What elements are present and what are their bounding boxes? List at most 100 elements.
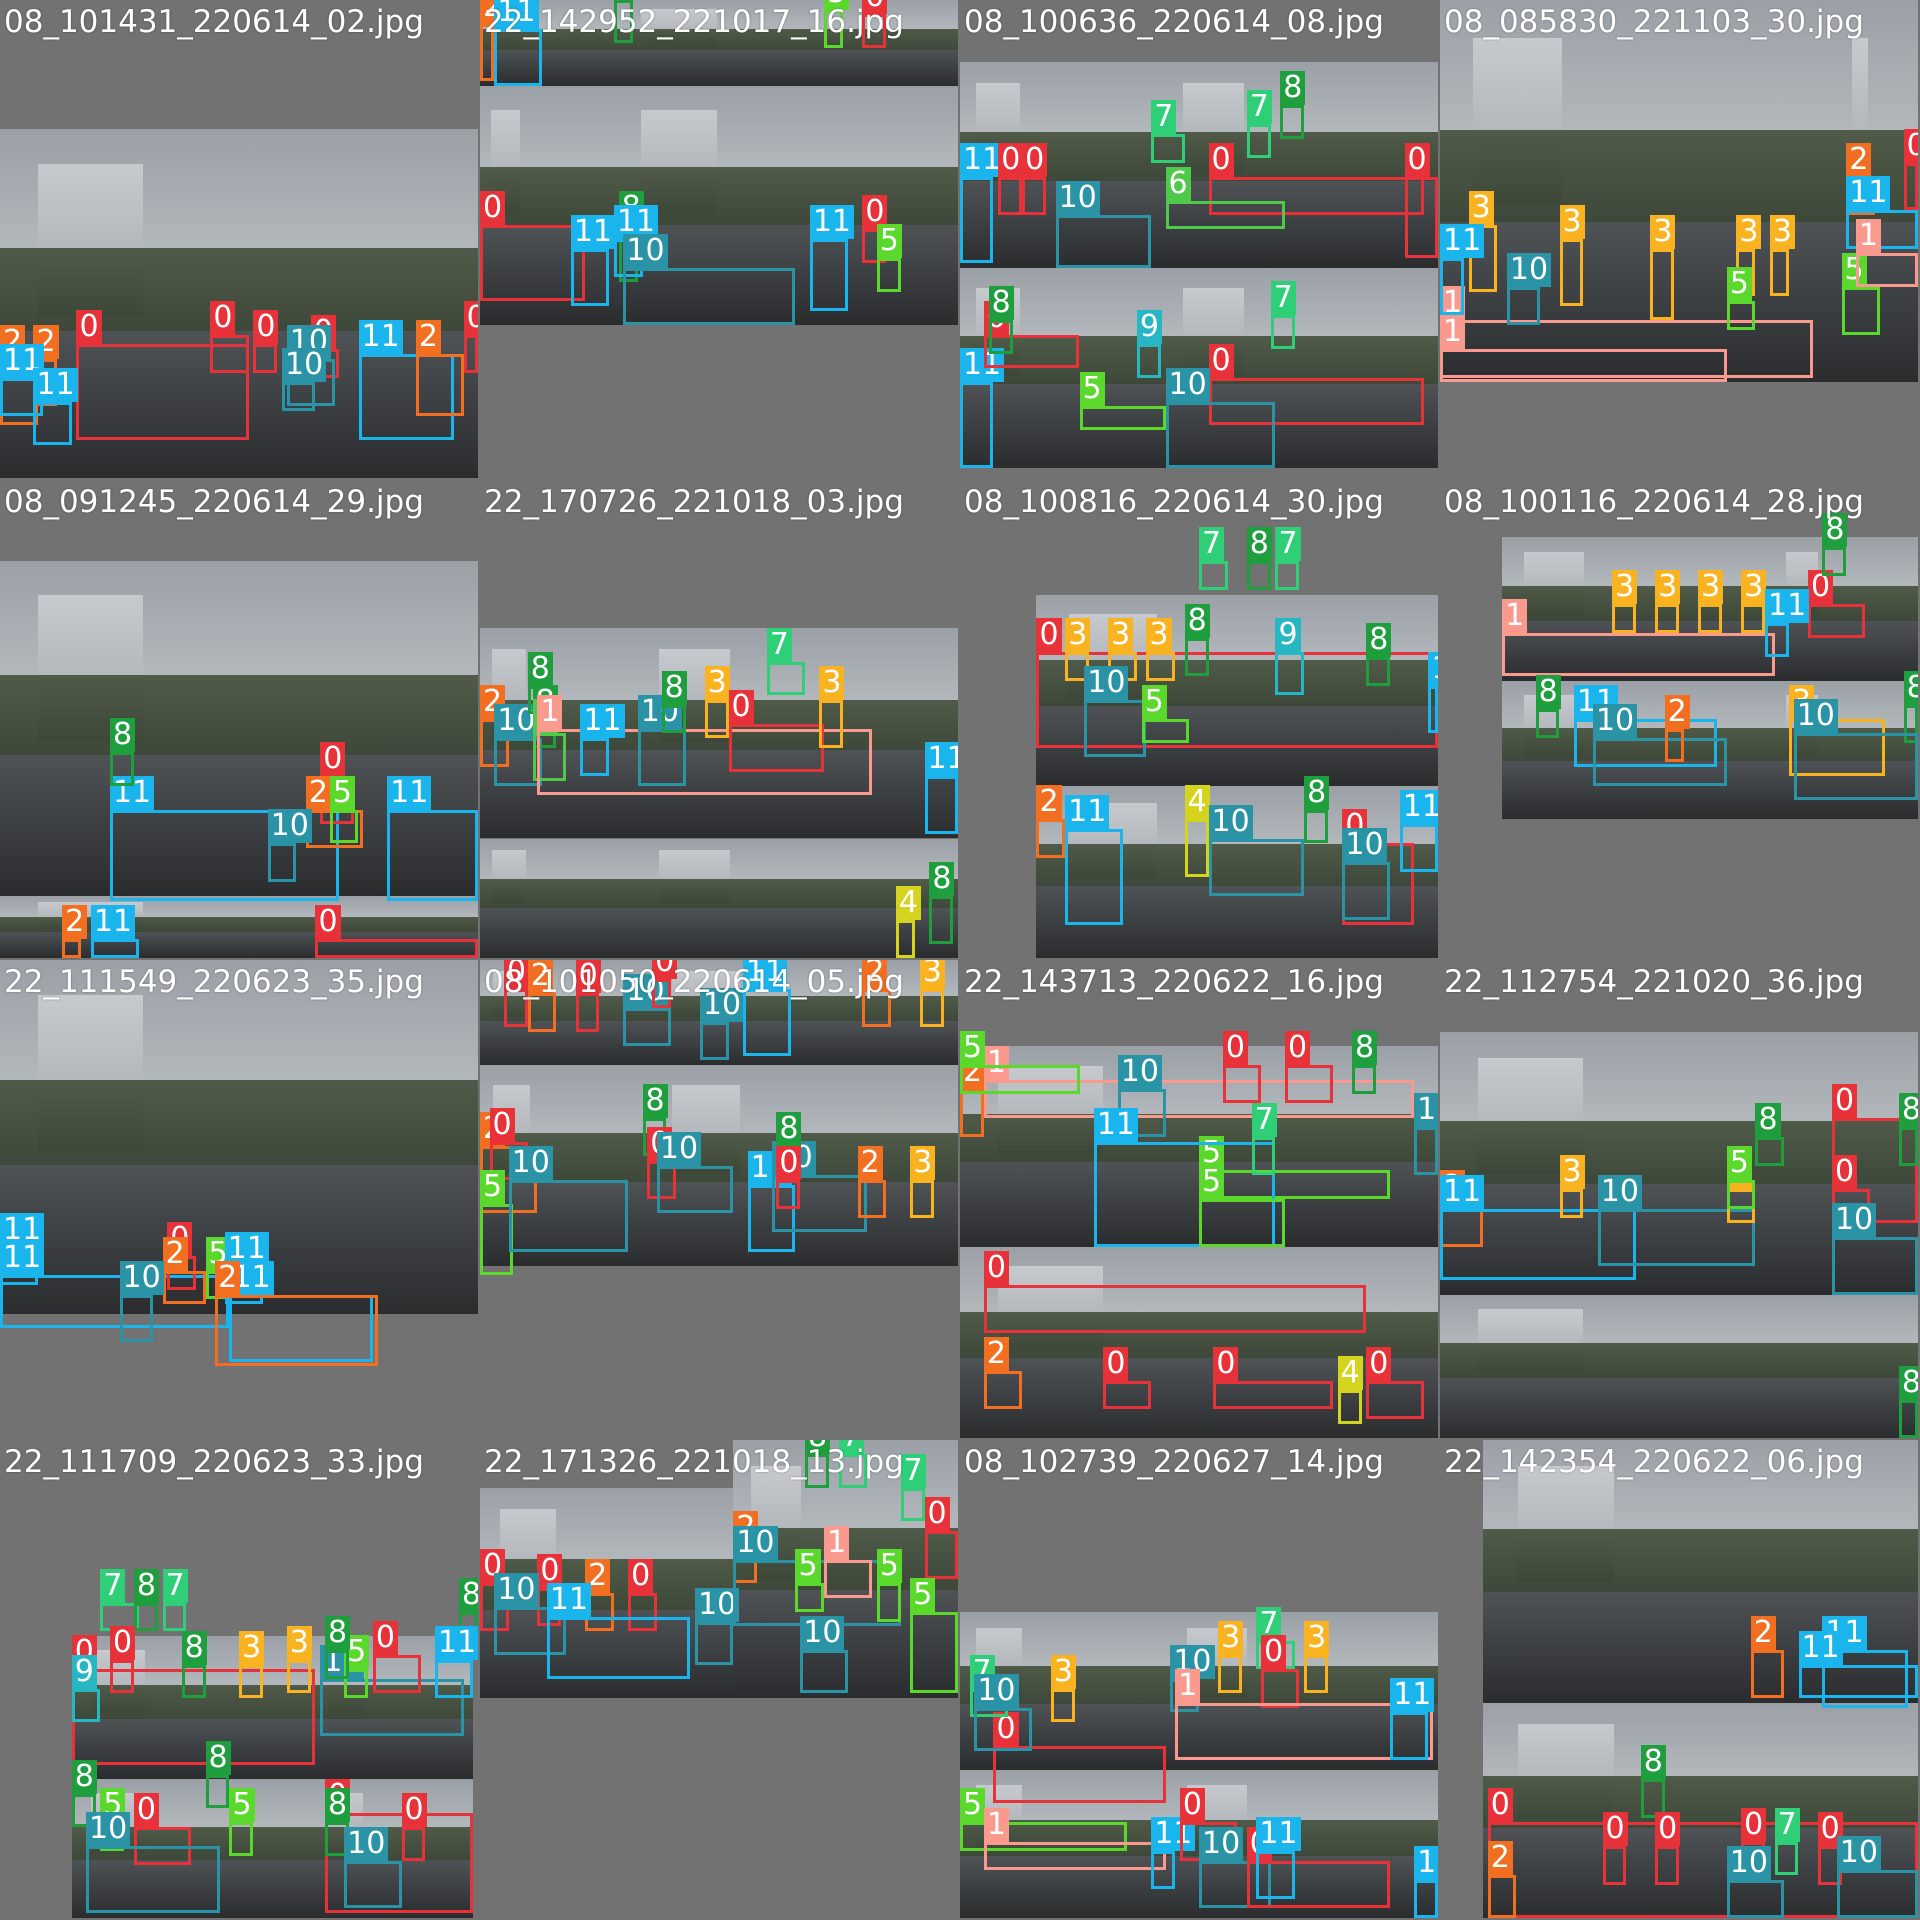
class-label-10: 10 [494, 1573, 539, 1608]
bbox-class-10 [1208, 838, 1305, 896]
bbox-class-8 [133, 1602, 158, 1632]
class-label-3: 3 [1559, 205, 1585, 239]
bbox-class-0 [1222, 1065, 1262, 1104]
bbox-class-5 [480, 1203, 514, 1276]
class-label-5: 5 [229, 1788, 255, 1823]
bbox-class-8 [1898, 1399, 1918, 1438]
bbox-class-11 [1440, 1208, 1636, 1281]
bbox-class-10 [1165, 401, 1276, 469]
bbox-class-8 [1640, 1779, 1665, 1818]
class-label-11: 11 [0, 1241, 45, 1276]
mosaic-tile: 0201001011232051080101110238008_101050_2… [480, 960, 958, 1438]
bbox-class-11 [1390, 1712, 1429, 1761]
class-label-0: 0 [1404, 142, 1430, 177]
class-label-0: 0 [76, 310, 102, 345]
bbox-class-2 [415, 353, 464, 416]
bbox-class-11 [580, 738, 610, 777]
tile-filename: 22_171326_221018_13.jpg [484, 1444, 904, 1480]
bbox-class-11 [742, 988, 791, 1056]
bbox-class-8 [1246, 561, 1271, 590]
class-label-0: 0 [1831, 1155, 1858, 1190]
bbox-class-8 [929, 895, 954, 944]
class-label-0: 0 [628, 1558, 654, 1593]
bbox-class-1 [1175, 1702, 1434, 1761]
bbox-class-2 [1750, 1650, 1785, 1699]
class-label-8: 8 [325, 1616, 351, 1651]
class-label-0: 0 [1831, 1083, 1858, 1118]
class-label-11: 11 [1846, 176, 1891, 211]
bbox-class-3 [1650, 248, 1675, 321]
class-label-8: 8 [1280, 71, 1306, 106]
class-label-0: 0 [503, 960, 529, 989]
mosaic-tile: 1111025111011222_111549_220623_35.jpg [0, 960, 478, 1438]
class-label-10: 10 [119, 1260, 164, 1295]
bbox-class-5 [824, 9, 844, 48]
class-label-10: 10 [1831, 1203, 1877, 1238]
class-label-0: 0 [253, 310, 279, 345]
class-label-10: 10 [1208, 804, 1253, 839]
class-label-11: 11 [809, 205, 854, 239]
tile-filename: 22_143713_220622_16.jpg [964, 964, 1384, 1000]
bbox-class-8 [1351, 1065, 1376, 1094]
class-label-3: 3 [1468, 190, 1494, 225]
tile-filename: 08_100116_220614_28.jpg [1444, 484, 1864, 520]
bbox-class-0 [575, 993, 600, 1032]
class-label-0: 0 [1903, 128, 1918, 163]
class-label-3: 3 [1304, 1621, 1330, 1656]
class-label-3: 3 [1741, 570, 1767, 605]
bbox-class-2 [857, 1179, 887, 1219]
class-label-2: 2 [983, 1337, 1009, 1372]
class-label-3: 3 [1698, 570, 1724, 605]
class-label-11: 11 [1414, 1845, 1438, 1880]
class-label-3: 3 [1655, 570, 1681, 605]
bbox-class-5 [1841, 286, 1880, 335]
bbox-class-3 [1698, 604, 1722, 633]
class-label-11: 11 [434, 1625, 478, 1660]
bbox-class-11 [1151, 1851, 1176, 1890]
bbox-class-8 [1304, 809, 1329, 844]
bbox-class-10 [1836, 1870, 1918, 1918]
class-label-7: 7 [162, 1568, 188, 1603]
class-label-11: 11 [1765, 589, 1810, 624]
tile-filename: 08_085830_221103_30.jpg [1444, 4, 1864, 40]
bbox-class-10 [494, 1607, 567, 1656]
class-label-8: 8 [181, 1630, 207, 1665]
bbox-class-4 [1184, 819, 1209, 877]
class-label-5: 5 [910, 1578, 936, 1613]
class-label-2: 2 [527, 960, 553, 994]
class-label-11: 11 [1440, 1174, 1485, 1209]
bbox-class-10 [1793, 733, 1918, 801]
class-label-5: 5 [480, 1169, 506, 1204]
class-label-5: 5 [329, 775, 355, 810]
bbox-class-0 [1246, 1860, 1391, 1909]
class-label-10: 10 [974, 1673, 1019, 1708]
class-label-4: 4 [1337, 1356, 1363, 1391]
bbox-class-5 [795, 1583, 825, 1613]
bbox-class-10 [1831, 1237, 1918, 1295]
mosaic-tile: 133330811811102381008_100116_220614_28.j… [1440, 480, 1918, 958]
bbox-class-0 [652, 979, 672, 1008]
class-label-0: 0 [862, 0, 888, 15]
class-label-10: 10 [508, 1145, 553, 1180]
class-label-7: 7 [1774, 1807, 1800, 1842]
bbox-class-10 [1592, 738, 1727, 786]
class-label-1: 1 [537, 694, 563, 729]
bbox-class-0 [728, 723, 825, 772]
bbox-class-8 [1903, 704, 1918, 743]
class-label-10: 10 [282, 348, 327, 383]
bbox-class-10 [1084, 699, 1147, 758]
bbox-class-0 [1208, 377, 1424, 426]
bbox-class-8 [181, 1664, 206, 1699]
tile-filename: 22_142952_221017_16.jpg [484, 4, 904, 40]
class-label-3: 3 [1559, 1155, 1585, 1190]
bbox-class-11 [1256, 1851, 1295, 1899]
mosaic-tile: 110010787060110987051008_100636_220614_0… [960, 0, 1438, 478]
mosaic-tile: 2 11 11 8 0 0 0 0 7 0 2 10 10 22_142354_220622_06.jpg [1440, 1440, 1918, 1918]
bbox-class-11 [570, 248, 610, 306]
class-label-3: 3 [819, 665, 845, 700]
class-label-0: 0 [133, 1793, 159, 1828]
bbox-class-5 [960, 1822, 1128, 1852]
bbox-class-0 [76, 344, 249, 440]
bbox-class-10 [1597, 1208, 1756, 1266]
class-label-10: 10 [1414, 1093, 1438, 1128]
